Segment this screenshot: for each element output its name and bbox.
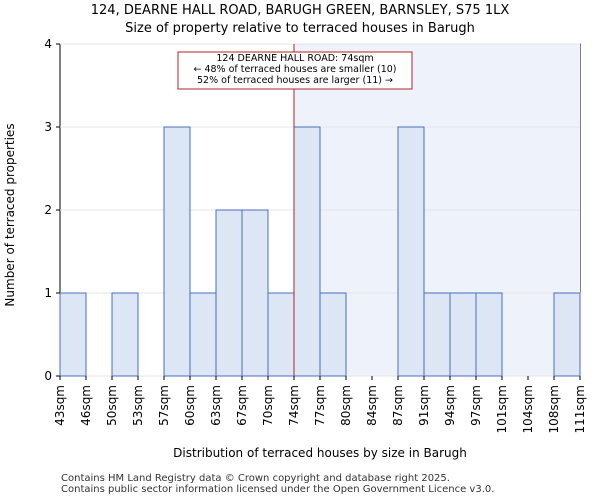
y-axis-label: Number of terraced properties: [3, 123, 17, 306]
x-tick-label-60sqm: 60sqm: [183, 385, 197, 426]
bar-60sqm: [189, 292, 217, 377]
x-tick-label-67sqm: 67sqm: [235, 385, 249, 426]
y-tick-label-3: 3: [44, 120, 52, 134]
bar-50sqm: [111, 292, 139, 377]
x-tick-label-87sqm: 87sqm: [391, 385, 405, 426]
x-tick-label-57sqm: 57sqm: [157, 385, 171, 426]
y-tick-label-1: 1: [44, 286, 52, 300]
annotation-line-1: 124 DEARNE HALL ROAD: 74sqm: [216, 53, 373, 64]
bar-87sqm: [397, 126, 425, 377]
x-tick-label-43sqm: 43sqm: [53, 385, 67, 426]
x-tick-label-53sqm: 53sqm: [131, 385, 145, 426]
y-tick-label-4: 4: [44, 37, 52, 51]
x-tick-label-50sqm: 50sqm: [105, 385, 119, 426]
bar-91sqm: [423, 292, 451, 377]
x-tick-label-97sqm: 97sqm: [469, 385, 483, 426]
x-tick-label-74sqm: 74sqm: [287, 385, 301, 426]
annotation-line-2: ← 48% of terraced houses are smaller (10…: [193, 64, 396, 75]
bar-70sqm: [267, 292, 295, 377]
x-tick-label-77sqm: 77sqm: [313, 385, 327, 426]
x-tick-label-104sqm: 104sqm: [521, 385, 535, 433]
x-tick-label-101sqm: 101sqm: [495, 385, 509, 433]
bar-57sqm: [163, 126, 191, 377]
annotation-line-3: 52% of terraced houses are larger (11) →: [197, 75, 393, 86]
footer-licence: Contains public sector information licen…: [61, 484, 495, 495]
x-tick-label-111sqm: 111sqm: [573, 385, 587, 433]
bar-97sqm: [475, 292, 503, 377]
bar-63sqm: [215, 209, 243, 377]
x-tick-label-94sqm: 94sqm: [443, 385, 457, 426]
bar-74sqm: [293, 126, 321, 377]
x-tick-label-70sqm: 70sqm: [261, 385, 275, 426]
y-tick-label-0: 0: [44, 369, 52, 383]
x-tick-label-91sqm: 91sqm: [417, 385, 431, 426]
x-tick-label-108sqm: 108sqm: [547, 385, 561, 433]
x-tick-label-46sqm: 46sqm: [79, 385, 93, 426]
bar-67sqm: [241, 209, 269, 377]
footer-copyright: Contains HM Land Registry data © Crown c…: [61, 473, 450, 484]
chart-title: 124, DEARNE HALL ROAD, BARUGH GREEN, BAR…: [90, 3, 510, 18]
annotation-box: [177, 51, 413, 90]
bar-94sqm: [449, 292, 477, 377]
chart-subtitle: Size of property relative to terraced ho…: [125, 21, 475, 36]
x-axis-label: Distribution of terraced houses by size …: [173, 446, 467, 460]
x-tick-label-63sqm: 63sqm: [209, 385, 223, 426]
x-tick-label-84sqm: 84sqm: [365, 385, 379, 426]
bar-43sqm: [59, 292, 87, 377]
y-tick-label-2: 2: [44, 203, 52, 217]
bar-108sqm: [553, 292, 581, 377]
x-tick-label-80sqm: 80sqm: [339, 385, 353, 426]
bar-77sqm: [319, 292, 347, 377]
